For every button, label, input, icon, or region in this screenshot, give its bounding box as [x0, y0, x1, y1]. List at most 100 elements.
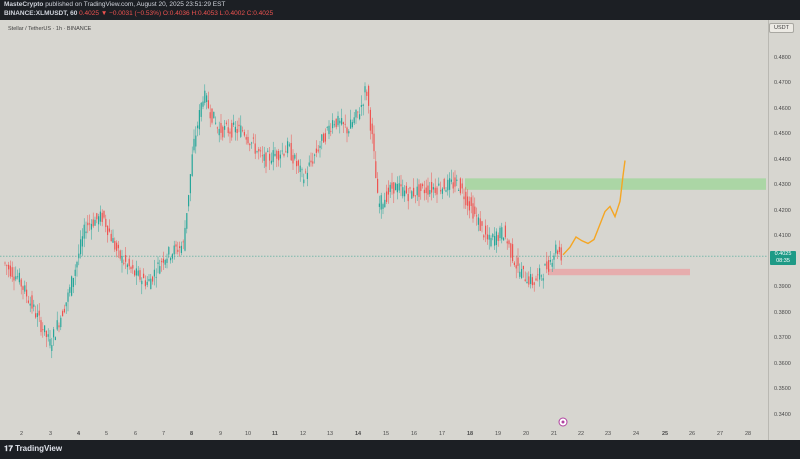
- candle-body: [528, 276, 530, 285]
- time-tick-label: 8: [190, 431, 194, 437]
- candle-body: [276, 150, 278, 159]
- candle-body: [159, 266, 161, 274]
- candle-body: [308, 162, 310, 166]
- candle-body: [371, 123, 373, 135]
- candle-body: [463, 196, 465, 200]
- candle-body: [413, 187, 415, 197]
- candle-body: [517, 257, 519, 266]
- candle-body: [341, 118, 343, 125]
- candle-body: [9, 265, 11, 277]
- candle-body: [126, 264, 128, 268]
- price-tick-label: 0.3900: [774, 284, 791, 290]
- candle-body: [409, 187, 411, 189]
- candle-body: [557, 250, 559, 255]
- candle-body: [20, 279, 22, 287]
- candle-body: [326, 127, 328, 128]
- candle-body: [240, 125, 242, 137]
- time-tick-label: 18: [467, 431, 474, 437]
- candle-body: [45, 331, 47, 338]
- candle-body: [485, 225, 487, 235]
- candle-body: [243, 132, 245, 136]
- candle-body: [198, 110, 200, 130]
- candle-body: [337, 115, 339, 126]
- time-tick-label: 7: [162, 431, 166, 437]
- candle-body: [98, 216, 100, 225]
- candle-body: [521, 268, 523, 279]
- price-tick-label: 0.3700: [774, 335, 791, 341]
- candle-body: [524, 279, 526, 282]
- candle-body: [47, 334, 49, 337]
- logo-text: TradingView: [15, 444, 63, 453]
- candle-body: [303, 179, 305, 184]
- candle-body: [27, 300, 29, 303]
- candle-body: [297, 160, 299, 166]
- candle-body: [188, 195, 190, 207]
- candle-body: [420, 183, 422, 192]
- candle-body: [296, 161, 298, 167]
- candle-body: [506, 241, 508, 244]
- candle-body: [407, 193, 409, 202]
- candle-body: [206, 95, 208, 102]
- candle-body: [501, 227, 503, 240]
- price-axis[interactable]: USDT: [768, 20, 800, 440]
- candle-body: [449, 178, 451, 190]
- candle-body: [216, 127, 218, 129]
- candle-body: [4, 262, 6, 264]
- author-name[interactable]: MasteCrypto: [4, 1, 44, 8]
- candle-body: [150, 278, 152, 290]
- chart-title: Stellar / TetherUS · 1h · BINANCE: [8, 26, 92, 32]
- candle-body: [265, 152, 267, 167]
- candle-body: [533, 282, 535, 285]
- time-tick-label: 23: [605, 431, 612, 437]
- candle-body: [269, 153, 271, 161]
- price-tick-label: 0.4400: [774, 156, 791, 163]
- candle-body: [535, 278, 537, 281]
- candle-body: [483, 235, 485, 238]
- currency-badge[interactable]: USDT: [769, 23, 794, 33]
- candle-body: [202, 101, 204, 107]
- candle-body: [204, 90, 206, 103]
- time-axis[interactable]: [0, 428, 768, 440]
- candle-body: [31, 295, 33, 309]
- candle-body: [56, 320, 58, 330]
- candle-body: [26, 289, 28, 297]
- candle-body: [103, 211, 105, 218]
- price-tick-label: 0.4600: [774, 105, 791, 112]
- tradingview-logo[interactable]: 𝟏𝟕 TradingView: [4, 444, 62, 454]
- candle-body: [553, 255, 555, 260]
- price-tick-label: 0.3500: [774, 386, 791, 392]
- time-tick-label: 19: [495, 431, 502, 437]
- candle-body: [366, 91, 368, 96]
- candle-body: [486, 234, 488, 240]
- candle-body: [294, 154, 296, 159]
- candle-body: [447, 179, 449, 191]
- candle-body: [18, 272, 20, 283]
- candle-body: [458, 190, 460, 191]
- candle-body: [519, 271, 521, 277]
- time-tick-label: 4: [77, 431, 81, 437]
- time-tick-label: 25: [662, 431, 669, 437]
- candle-body: [231, 123, 233, 138]
- candle-body: [382, 204, 384, 209]
- candle-body: [472, 203, 474, 219]
- price-tick-label: 0.4500: [774, 131, 791, 137]
- candle-body: [510, 243, 512, 258]
- candle-body: [191, 154, 193, 176]
- candle-body: [193, 138, 195, 151]
- candle-body: [33, 304, 35, 307]
- candle-body: [108, 228, 110, 232]
- candle-body: [539, 268, 541, 280]
- candle-body: [220, 123, 222, 133]
- candle-body: [389, 184, 391, 192]
- candle-body: [76, 261, 78, 268]
- candle-body: [137, 270, 139, 276]
- candle-body: [249, 143, 251, 146]
- candle-body: [452, 182, 454, 189]
- candle-body: [195, 135, 197, 147]
- candle-body: [384, 199, 386, 208]
- candle-body: [215, 122, 217, 124]
- time-tick-label: 14: [355, 431, 362, 437]
- chart-pane[interactable]: Stellar / TetherUS · 1h · BINANCE: [0, 20, 768, 440]
- candle-body: [359, 114, 361, 120]
- candle-body: [211, 108, 213, 123]
